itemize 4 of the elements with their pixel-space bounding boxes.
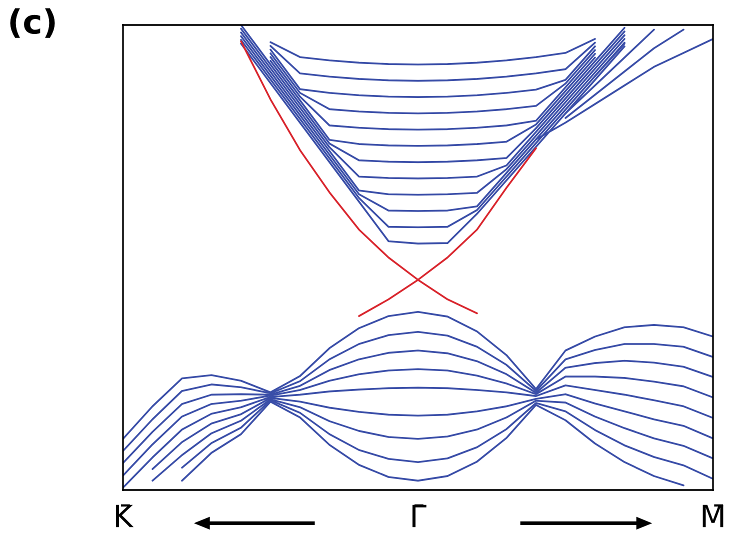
- x-tick-label: K̄: [116, 504, 134, 528]
- x-tick-label: M̄: [702, 504, 724, 528]
- x-tick-label: Γ̄: [412, 504, 426, 528]
- chart-title: (c): [10, 8, 55, 38]
